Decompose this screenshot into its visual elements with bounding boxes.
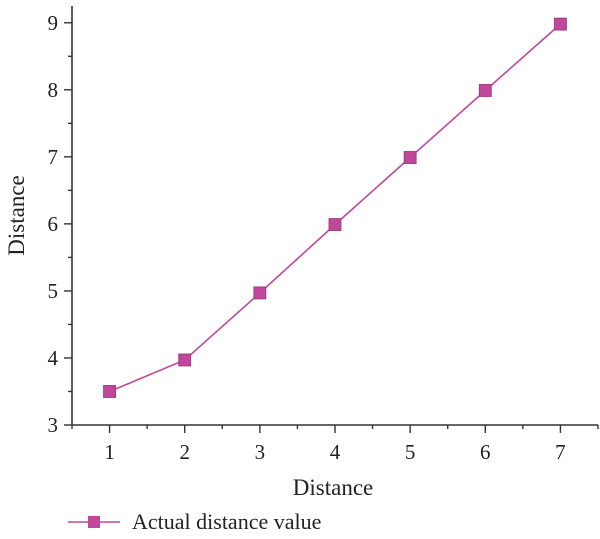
data-point — [103, 385, 116, 398]
x-tick-label: 3 — [255, 440, 266, 464]
x-tick-label: 4 — [330, 440, 341, 464]
data-point — [178, 353, 192, 367]
y-tick-label: 3 — [48, 413, 59, 437]
legend-marker — [88, 516, 100, 528]
data-point — [554, 17, 567, 31]
y-tick-label: 6 — [48, 212, 59, 236]
series-line — [109, 23, 561, 393]
data-point — [328, 218, 342, 231]
legend-label: Actual distance value — [132, 509, 321, 534]
series-layer — [103, 17, 567, 398]
y-tick-label: 5 — [48, 279, 59, 303]
y-tick-label: 4 — [48, 346, 59, 370]
x-tick-label: 6 — [480, 440, 491, 464]
x-tick-label: 2 — [179, 440, 190, 464]
y-tick-label: 9 — [48, 11, 59, 35]
y-axis-title: Distance — [4, 175, 29, 255]
y-tick-label: 7 — [48, 145, 59, 169]
x-tick-label: 7 — [555, 440, 566, 464]
legend: Actual distance value — [68, 509, 321, 534]
x-tick-label: 1 — [104, 440, 115, 464]
data-point — [253, 286, 267, 300]
x-axis-title: Distance — [293, 475, 373, 500]
data-point — [478, 84, 492, 97]
axes: 3 4 5 6 7 8 9 1 2 3 4 5 6 7 — [48, 6, 599, 464]
data-point — [403, 151, 417, 164]
x-tick-label: 5 — [405, 440, 416, 464]
y-tick-label: 8 — [48, 78, 59, 102]
